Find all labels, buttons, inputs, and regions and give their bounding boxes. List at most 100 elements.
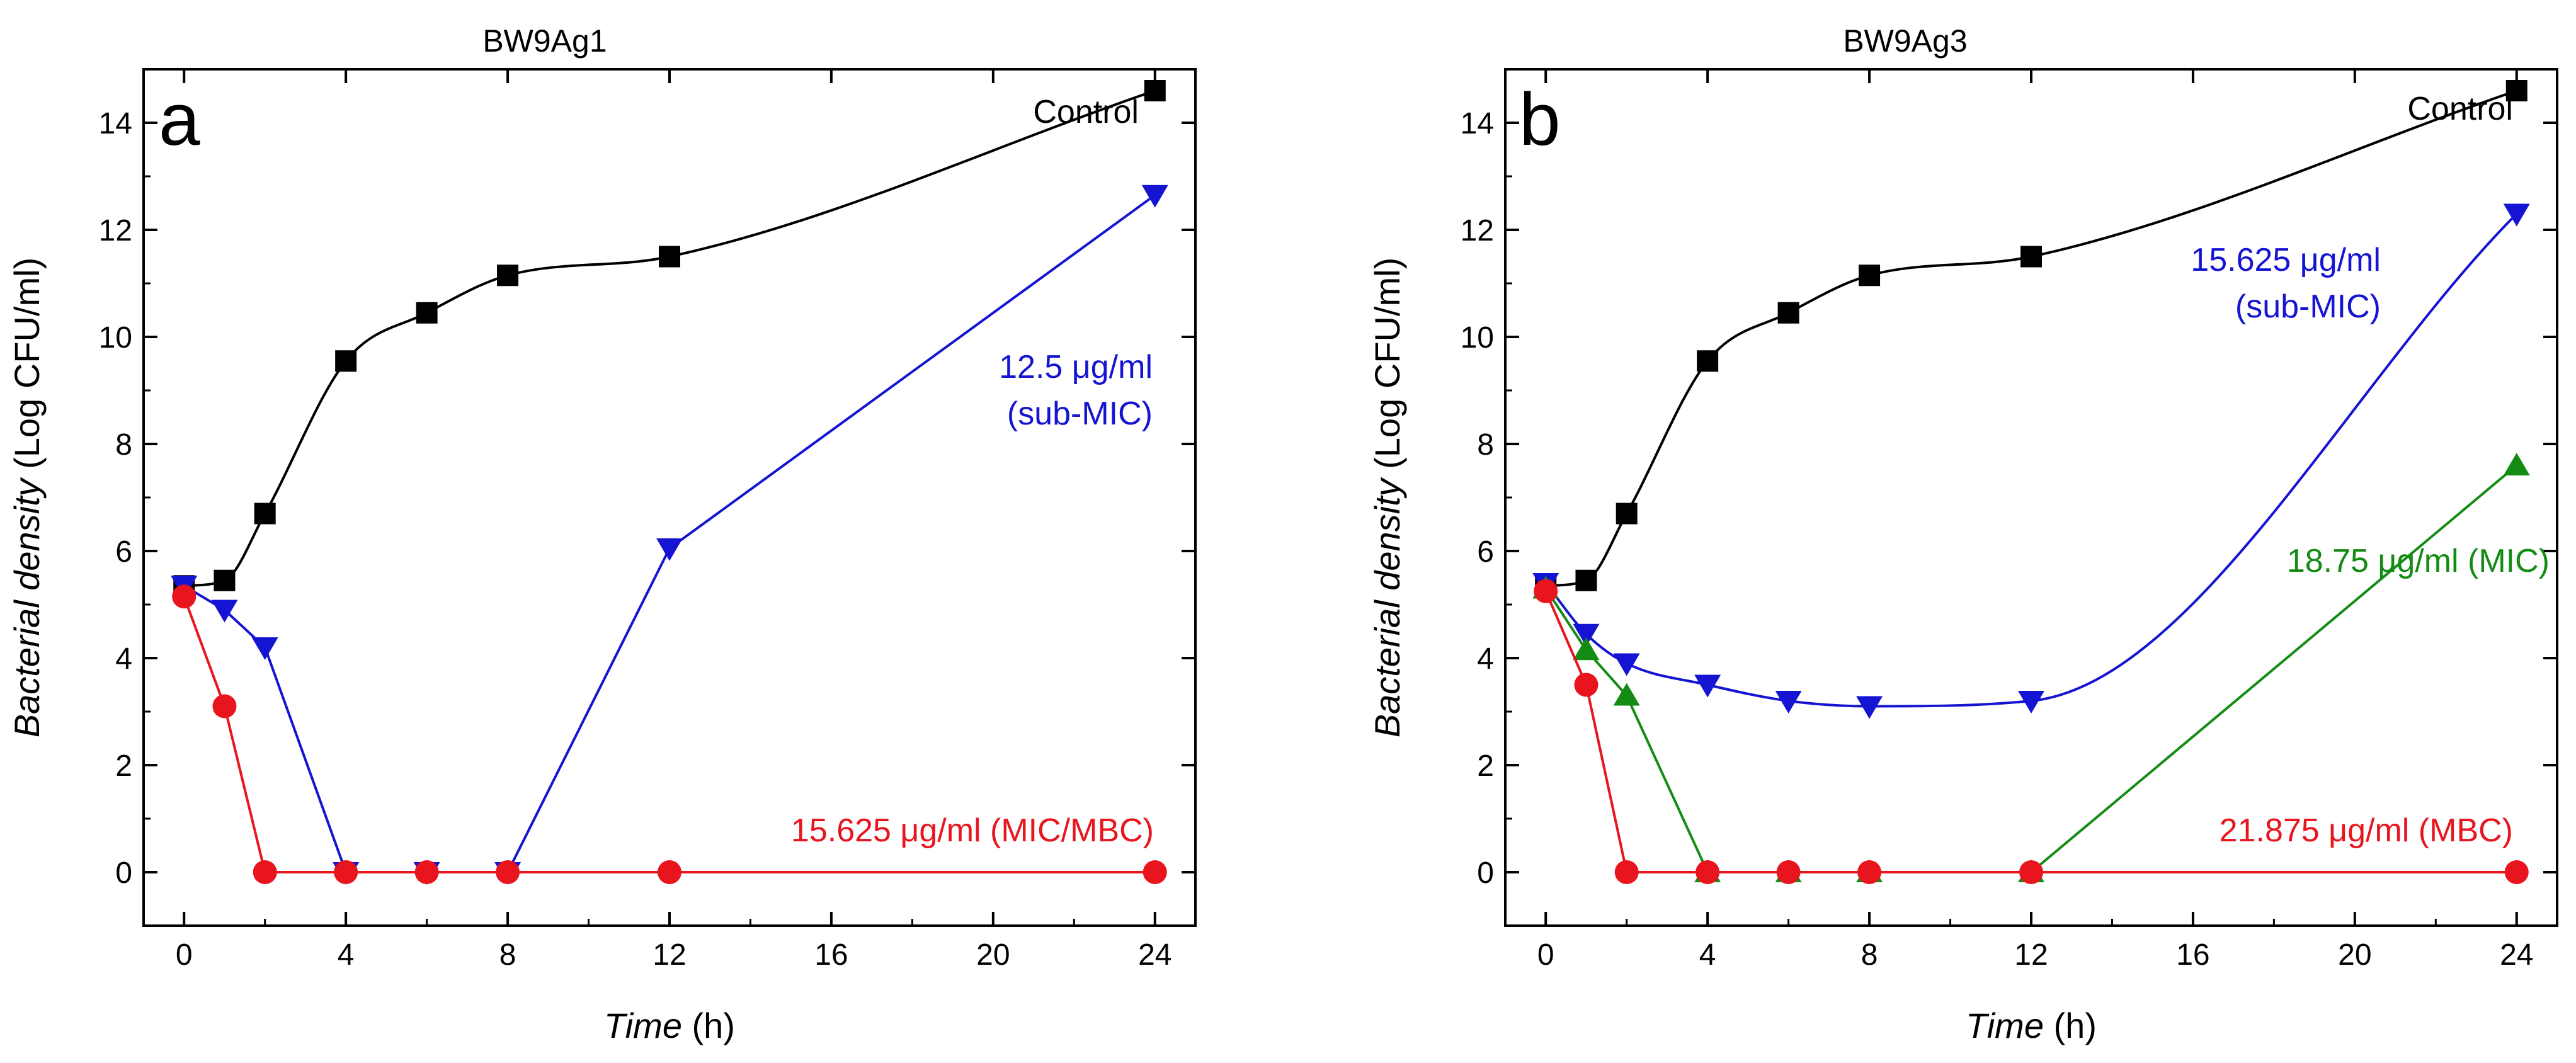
y-tick-label: 6 <box>115 535 132 569</box>
data-point-circle <box>1695 860 1720 884</box>
x-axis-label-italic: Time <box>1966 1006 2044 1045</box>
y-axis-label-italic: Bacterial density <box>7 477 47 737</box>
series-line <box>1544 213 2518 708</box>
y-tick-label: 0 <box>115 856 132 890</box>
x-axis-label-unit: (h) <box>2044 1006 2097 1045</box>
x-axis-label: Time (h) <box>604 1006 735 1045</box>
data-point-square <box>2020 246 2042 268</box>
x-tick-label: 24 <box>2500 938 2533 972</box>
y-tick-label: 12 <box>99 214 132 247</box>
x-tick-label: 12 <box>2014 938 2048 972</box>
y-tick-label: 2 <box>115 749 132 783</box>
data-point-square <box>1616 503 1638 525</box>
series-square <box>173 80 1166 597</box>
data-point-triangle-up <box>1573 637 1600 661</box>
x-tick-label: 8 <box>1861 938 1878 972</box>
y-tick-label: 2 <box>1477 749 1494 783</box>
plot-frame <box>1504 68 2558 927</box>
series-line <box>183 596 1155 873</box>
data-point-circle <box>1534 579 1558 603</box>
data-point-square <box>254 503 276 525</box>
data-point-circle <box>1574 673 1599 697</box>
y-axis: 0 2 4 6 8 10 12 14 <box>1461 68 2557 927</box>
chart-title: BW9Ag3 <box>1843 23 1967 59</box>
series-line <box>1544 591 2517 873</box>
y-tick-label: 4 <box>1477 642 1494 676</box>
series-circle <box>1534 579 2529 884</box>
data-point-triangle-up <box>1613 683 1640 706</box>
data-point-triangle-down <box>1573 623 1600 647</box>
data-point-triangle-up <box>2503 453 2530 475</box>
series-line <box>1544 464 2518 873</box>
series-line <box>1546 89 2517 588</box>
series-line <box>184 89 1156 588</box>
annotation-mic-mbc: 15.625 μg/ml (MIC/MBC) <box>791 812 1154 849</box>
plot-frame <box>142 68 1197 927</box>
data-point-triangle-down <box>1694 674 1721 698</box>
y-axis-label: Bacterial density (Log CFU/ml) <box>1367 258 1407 737</box>
chart-title: BW9Ag1 <box>482 23 607 59</box>
panel-label: a <box>159 78 200 161</box>
data-point-circle <box>1776 860 1801 884</box>
data-point-circle <box>1857 860 1882 884</box>
data-point-square <box>1697 350 1719 372</box>
series-layer <box>171 80 1168 885</box>
data-point-square <box>2505 80 2528 101</box>
annotation-sub-mic-line-2: (sub-MIC) <box>2235 288 2381 325</box>
annotation-control: Control <box>1033 94 1139 130</box>
data-point-triangle-down <box>1613 653 1640 676</box>
data-point-square <box>659 246 680 268</box>
y-tick-label: 10 <box>1461 321 1494 355</box>
x-tick-label: 24 <box>1138 938 1171 972</box>
annotation-sub-mic: 12.5 μg/ml (sub-MIC) <box>999 349 1153 432</box>
annotation-mic-mbc-line-1: 15.625 μg/ml (MIC/MBC) <box>791 812 1154 849</box>
data-point-triangle-down <box>656 538 683 561</box>
y-tick-label: 12 <box>1461 214 1494 247</box>
y-tick-label: 8 <box>115 428 132 462</box>
x-tick-label: 0 <box>176 938 193 972</box>
x-tick-label: 4 <box>338 938 355 972</box>
annotation-sub-mic: 15.625 μg/ml (sub-MIC) <box>2191 242 2381 325</box>
y-axis-label: Bacterial density (Log CFU/ml) <box>7 258 47 737</box>
data-point-circle <box>334 860 358 884</box>
x-tick-label: 4 <box>1699 938 1716 972</box>
data-point-triangle-down <box>1856 696 1883 719</box>
data-point-square <box>416 302 438 324</box>
x-tick-label: 16 <box>2176 938 2209 972</box>
y-tick-label: 14 <box>1461 107 1494 140</box>
data-point-square <box>335 350 357 372</box>
annotation-mbc-line-1: 21.875 μg/ml (MBC) <box>2220 812 2513 849</box>
y-tick-label: 4 <box>115 642 132 676</box>
annotation-mic-line-1: 18.75 μg/ml (MIC) <box>2287 543 2550 579</box>
data-point-square <box>214 569 236 591</box>
x-tick-label: 8 <box>499 938 516 972</box>
annotation-control: Control <box>2407 91 2513 127</box>
series-square <box>1535 80 2528 597</box>
y-axis: 0 2 4 6 8 10 12 14 <box>99 68 1195 927</box>
y-axis-label-unit: (Log CFU/ml) <box>7 258 47 479</box>
series-triangle-down <box>1532 203 2530 719</box>
annotation-sub-mic-line-2: (sub-MIC) <box>1007 395 1153 432</box>
data-point-square <box>1777 302 1799 324</box>
y-axis-label-unit: (Log CFU/ml) <box>1367 258 1407 479</box>
data-point-square <box>1144 80 1166 101</box>
x-tick-label: 20 <box>2338 938 2371 972</box>
series-line <box>183 194 1156 873</box>
data-point-circle <box>212 694 237 719</box>
data-point-square <box>1575 569 1597 591</box>
series-circle <box>172 584 1167 884</box>
x-tick-label: 0 <box>1537 938 1554 972</box>
data-point-square <box>1859 264 1881 287</box>
annotation-mbc: 21.875 μg/ml (MBC) <box>2220 812 2513 849</box>
data-point-triangle-down <box>211 600 238 623</box>
series-layer <box>1532 80 2530 884</box>
y-axis-label-italic: Bacterial density <box>1367 477 1407 737</box>
data-point-triangle-down <box>1141 185 1168 208</box>
annotation-sub-mic-line-1: 15.625 μg/ml <box>2191 242 2381 278</box>
data-point-circle <box>172 584 197 609</box>
x-tick-label: 16 <box>814 938 848 972</box>
data-point-circle <box>253 860 277 884</box>
